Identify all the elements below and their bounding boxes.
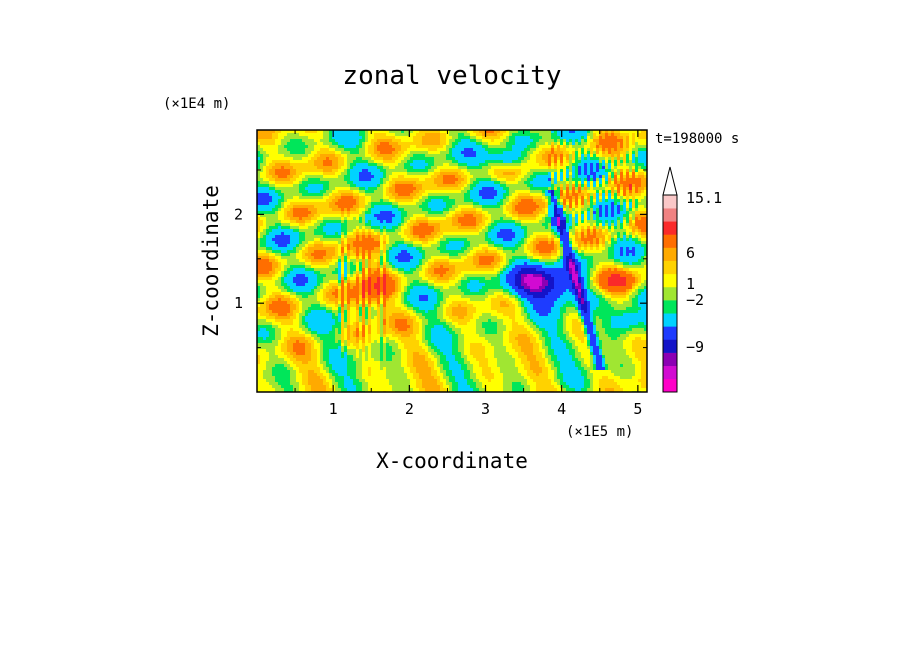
x-axis-title: X-coordinate [376,449,528,473]
y-tick-label: 2 [234,205,243,223]
colorbar-swatch [663,365,677,380]
colorbar-swatch [663,195,677,209]
colorbar: 15.1 6 1−2 −9 [662,166,722,393]
colorbar-swatch [663,352,677,367]
x-axis: 1 2 3 4 5 [294,130,642,418]
y-scale-label: (×1E4 m) [163,96,230,112]
colorbar-frame [662,194,678,393]
colorbar-swatch [663,221,677,235]
colorbar-swatch [663,247,677,261]
x-scale-label: (×1E5 m) [566,424,633,440]
colorbar-tick-label: −9 [686,338,704,356]
y-axis: 12 [234,169,647,349]
colorbar-swatch [663,326,677,340]
x-tick-label: 1 [329,400,338,418]
colorbar-swatch [663,300,677,314]
colorbar-swatch [663,286,677,301]
colorbar-tick-label: 15.1 [686,189,722,207]
colorbar-tick-label: 1 [686,275,695,293]
colorbar-swatch [663,273,677,288]
colorbar-swatch [663,234,677,248]
colorbar-swatch [663,260,677,275]
plot-frame [256,129,648,393]
colorbar-swatch [663,339,677,353]
x-tick-label: 4 [557,400,566,418]
contour-field [257,130,647,392]
y-tick-label: 1 [234,294,243,312]
colorbar-swatch [663,208,677,222]
chart-title: zonal velocity [342,61,561,91]
time-label: t=198000 s [655,131,739,147]
y-axis-title: Z-coordinate [199,185,223,337]
colorbar-tick-label: −2 [686,291,704,309]
colorbar-swatch [663,378,677,393]
colorbar-swatch [663,313,677,327]
x-tick-label: 2 [405,400,414,418]
x-tick-label: 5 [633,400,642,418]
x-tick-label: 3 [481,400,490,418]
colorbar-tick-label: 6 [686,244,695,262]
colorbar-extend-triangle [662,166,678,196]
